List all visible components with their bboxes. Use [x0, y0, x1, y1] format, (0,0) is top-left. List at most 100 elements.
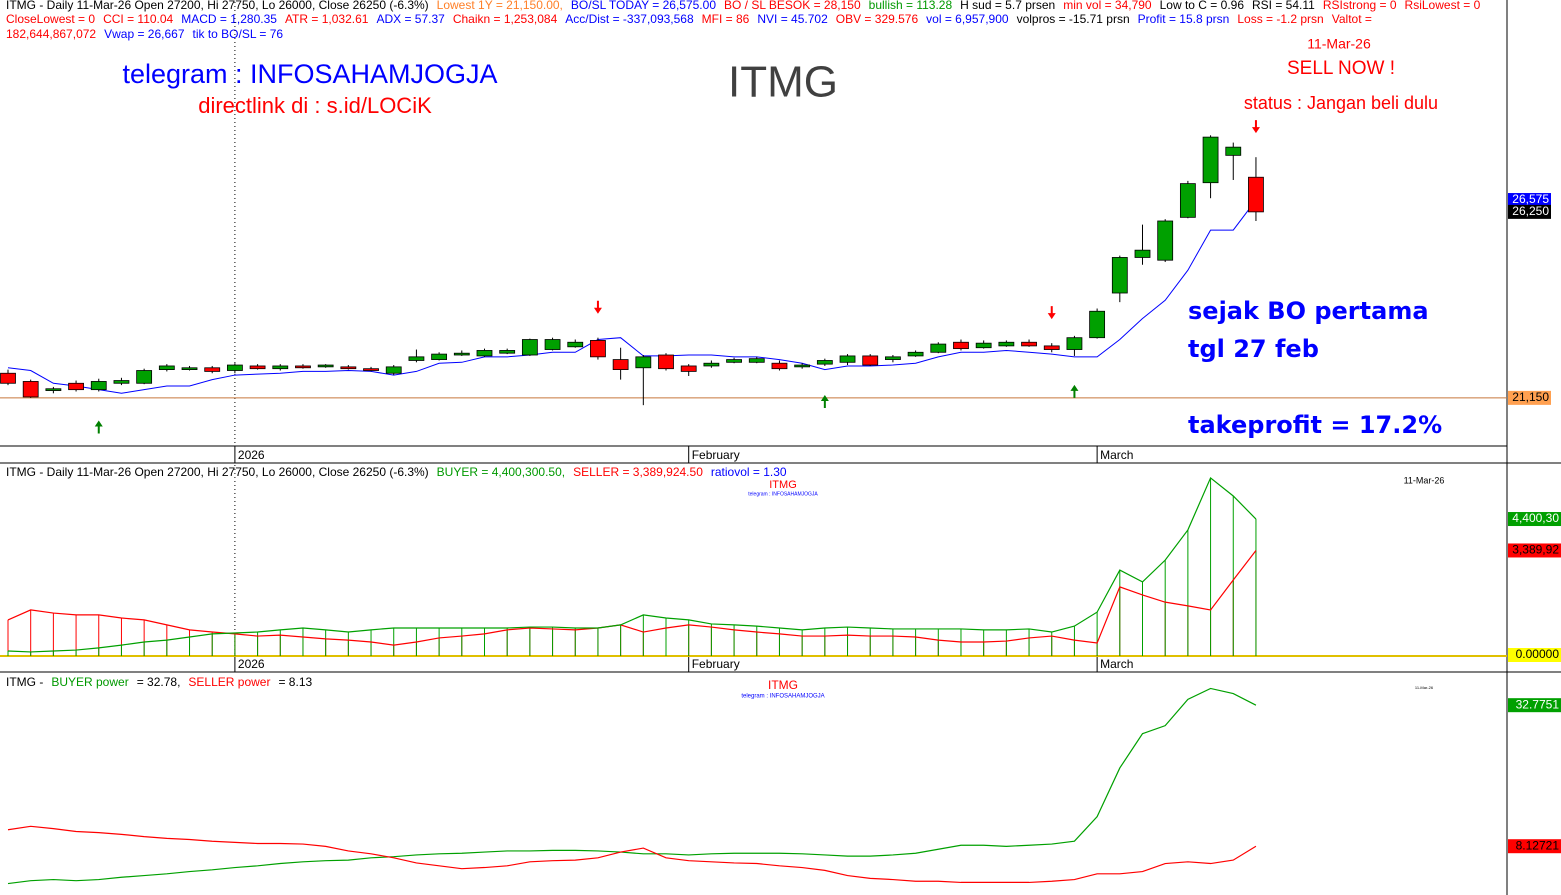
candle-body	[226, 364, 243, 371]
candle-body	[1021, 341, 1037, 347]
header-item: ADX = 57.37	[376, 12, 445, 26]
candle-body	[1111, 257, 1128, 294]
header-item: MFI = 86	[702, 12, 750, 26]
candle-body	[567, 341, 584, 348]
header-item: BUYER power	[51, 675, 128, 689]
candle-body	[181, 367, 198, 371]
candle-body	[1043, 345, 1060, 350]
annotation: telegram : INFOSAHAMJOGJA	[741, 694, 824, 700]
header-item: Profit = 15.8 prsn	[1138, 12, 1230, 26]
candle-body	[680, 365, 697, 372]
header-item: NVI = 45.702	[757, 12, 828, 26]
candle-body	[1202, 136, 1219, 184]
header-item: tik to BO/SL = 76	[193, 27, 284, 41]
candle-body	[272, 365, 289, 370]
candle-body	[408, 356, 425, 361]
header-item: RsiLowest = 0	[1405, 0, 1481, 12]
candle-body	[385, 366, 402, 374]
header-item: Valtot =	[1332, 12, 1372, 26]
candle-body	[476, 350, 493, 357]
candle-body	[68, 382, 84, 391]
pane: ITMG - BUYER power = 32.78, SELLER power = 8…	[6, 675, 1561, 885]
candle-body	[794, 364, 811, 368]
candle-body	[726, 359, 742, 363]
candle-body	[499, 350, 516, 354]
candle-body	[635, 356, 652, 369]
price-label-bg	[1508, 193, 1551, 208]
price-label: 4,400,30	[1512, 511, 1559, 525]
header-item: bullish = 113.28	[869, 0, 953, 12]
header-item: ITMG - Daily 11-Mar-26 Open 27200, Hi 27…	[6, 465, 429, 479]
price-label-bg	[1508, 648, 1561, 662]
price-label: 26,250	[1512, 204, 1549, 218]
candle-body	[22, 381, 39, 398]
candle-body	[1225, 146, 1242, 156]
candle-body	[249, 365, 266, 370]
header-line: 182,644,867,072 Vwap = 26,667 tik to BO/SL…	[6, 27, 283, 41]
candle-body	[317, 364, 334, 368]
header-item: CCI = 110.04	[103, 12, 173, 26]
header-item: ratiovol = 1.30	[711, 465, 787, 479]
price-label: 21,150	[1512, 390, 1549, 404]
series-line	[7, 825, 1257, 884]
candle-body	[204, 367, 221, 372]
x-tick-label: March	[1100, 657, 1133, 671]
x-tick-label: 2026	[238, 448, 265, 462]
header-line: ITMG - Daily 11-Mar-26 Open 27200, Hi 27…	[6, 465, 787, 479]
candle-body	[975, 342, 992, 349]
price-label-bg	[1508, 543, 1561, 558]
x-tick-label: February	[692, 657, 740, 671]
annotation: telegram : INFOSAHAMJOGJA	[122, 59, 497, 89]
header-item: Acc/Dist = -337,093,568	[565, 12, 694, 26]
buy-arrow	[94, 420, 103, 434]
annotation: tgl 27 feb	[1188, 335, 1319, 363]
candle-body	[113, 380, 130, 384]
candle-body	[136, 370, 153, 384]
header-item: RSIstrong = 0	[1323, 0, 1397, 12]
header-item: BO / SL BESOK = 28,150	[724, 0, 861, 12]
buy-arrow	[1070, 384, 1079, 398]
candle-body	[590, 340, 606, 358]
header-item: MACD = 1,280.35	[181, 12, 277, 26]
header-item: OBV = 329.576	[836, 12, 919, 26]
candle-body	[45, 388, 62, 391]
header-line: ITMG - Daily 11-Mar-26 Open 27200, Hi 27…	[6, 0, 1481, 12]
candle-body	[839, 355, 856, 363]
buy-arrow	[820, 394, 829, 408]
header-line: CloseLowest = 0 CCI = 110.04 MACD = 1,280.…	[6, 12, 1372, 26]
price-label: 26,575	[1512, 192, 1549, 206]
candle-body	[90, 381, 107, 391]
x-tick-label: February	[692, 448, 740, 462]
header-item: ITMG -	[6, 675, 43, 689]
candle-body	[363, 368, 379, 371]
header-item: H sud = 5.7 prsen	[960, 0, 1055, 12]
header-item: BO/SL TODAY = 26,575.00	[571, 0, 716, 12]
candle-body	[431, 353, 448, 360]
candle-body	[816, 360, 833, 365]
candle-body	[885, 356, 901, 360]
header-item: SELLER power	[188, 675, 270, 689]
candle-body	[1066, 337, 1083, 350]
price-label: 32.7751	[1516, 697, 1560, 711]
series-line	[7, 550, 1257, 646]
candle-body	[703, 362, 720, 367]
candle-body	[295, 365, 311, 369]
annotation: SELL NOW !	[1287, 58, 1395, 79]
price-label: 0.00000	[1516, 647, 1560, 661]
candle-body	[0, 372, 16, 384]
header-item: Low to C = 0.96	[1160, 0, 1245, 12]
pane: ITMG - Daily 11-Mar-26 Open 27200, Hi 27…	[0, 465, 1561, 672]
annotation: status : Jangan beli dulu	[1244, 93, 1438, 113]
annotation: sejak BO pertama	[1188, 297, 1429, 325]
candle-body	[521, 339, 538, 356]
price-label-bg	[1508, 390, 1551, 405]
price-label-bg	[1508, 512, 1561, 527]
sell-arrow	[593, 300, 602, 314]
candle-body	[453, 352, 470, 356]
header-item: Loss = -1.2 prsn	[1237, 12, 1323, 26]
annotation: ITMG	[769, 479, 797, 491]
header-item: 182,644,867,072	[6, 27, 96, 41]
price-label: 3,389,92	[1512, 543, 1559, 557]
price-label-bg	[1508, 204, 1551, 219]
